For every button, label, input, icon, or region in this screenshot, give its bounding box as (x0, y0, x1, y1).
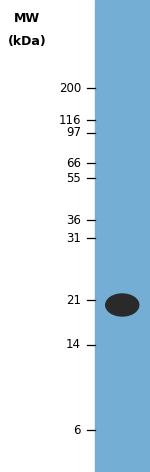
Text: 97: 97 (66, 126, 81, 140)
Text: 31: 31 (66, 231, 81, 244)
Text: 55: 55 (66, 171, 81, 185)
Text: 116: 116 (58, 113, 81, 126)
Ellipse shape (106, 294, 139, 316)
Text: 36: 36 (66, 213, 81, 227)
Text: 6: 6 (74, 423, 81, 437)
Text: MW: MW (14, 11, 40, 25)
Bar (95, 0, 150, 472)
Text: 66: 66 (66, 157, 81, 169)
Text: 14: 14 (66, 338, 81, 352)
Text: (kDa): (kDa) (8, 35, 46, 49)
Text: 200: 200 (59, 82, 81, 94)
Text: 21: 21 (66, 294, 81, 306)
